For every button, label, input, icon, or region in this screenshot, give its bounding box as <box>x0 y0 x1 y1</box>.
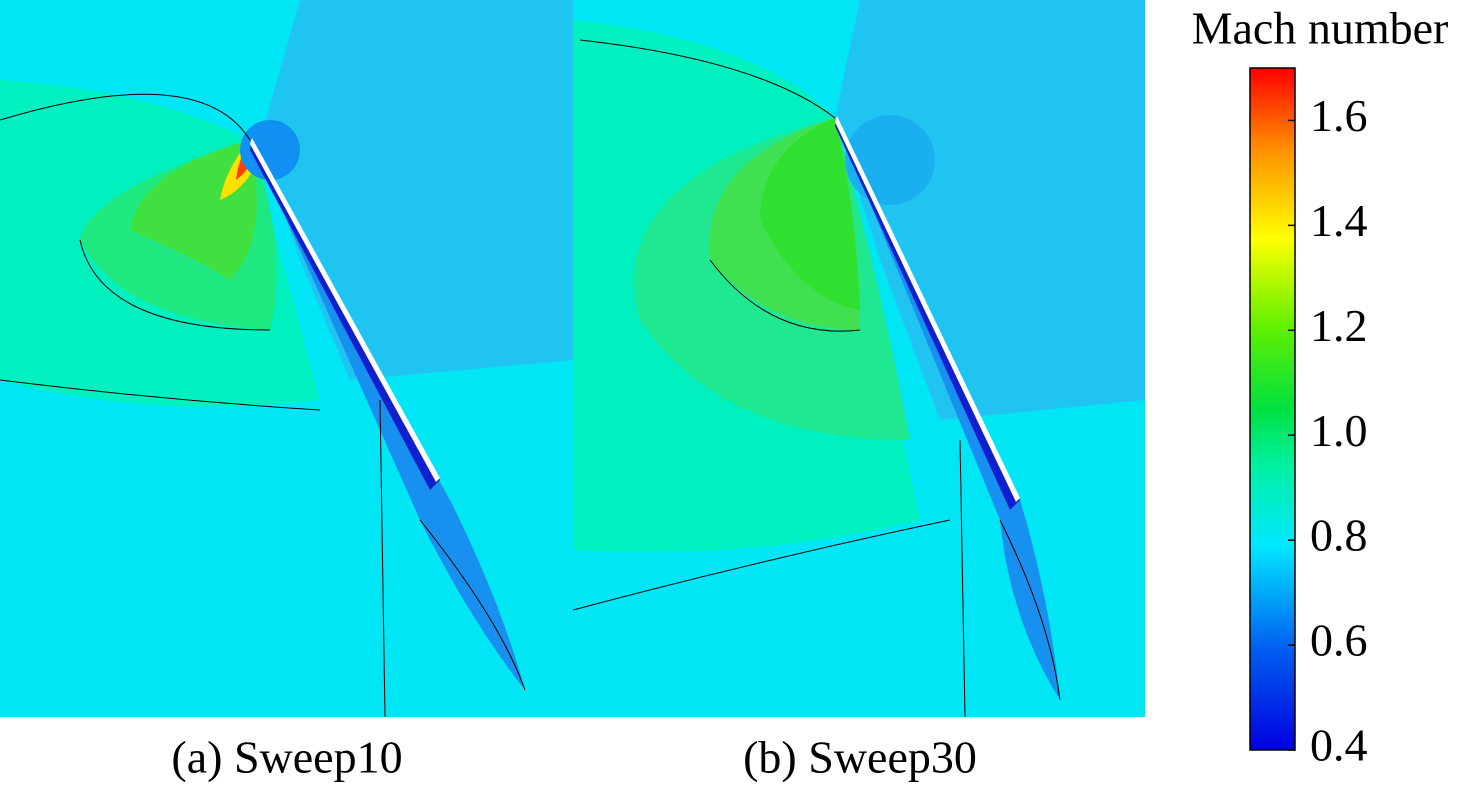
panel-caption: (b) Sweep30 <box>743 732 977 783</box>
contour-panel <box>0 0 573 717</box>
colorbar-tick-label: 0.4 <box>1310 720 1368 771</box>
panel-caption: (a) Sweep10 <box>171 732 402 783</box>
colorbar-tick-label: 0.8 <box>1310 510 1368 561</box>
colorbar <box>1249 67 1296 751</box>
contour-panel <box>573 0 1145 717</box>
colorbar-tick-label: 1.2 <box>1310 300 1368 351</box>
colorbar-tick-label: 1.0 <box>1310 405 1368 456</box>
colorbar-tick-label: 0.6 <box>1310 615 1368 666</box>
colorbar-tick-label: 1.4 <box>1310 195 1368 246</box>
colorbar-tick-label: 1.6 <box>1310 90 1368 141</box>
colorbar-title: Mach number <box>1192 3 1449 54</box>
